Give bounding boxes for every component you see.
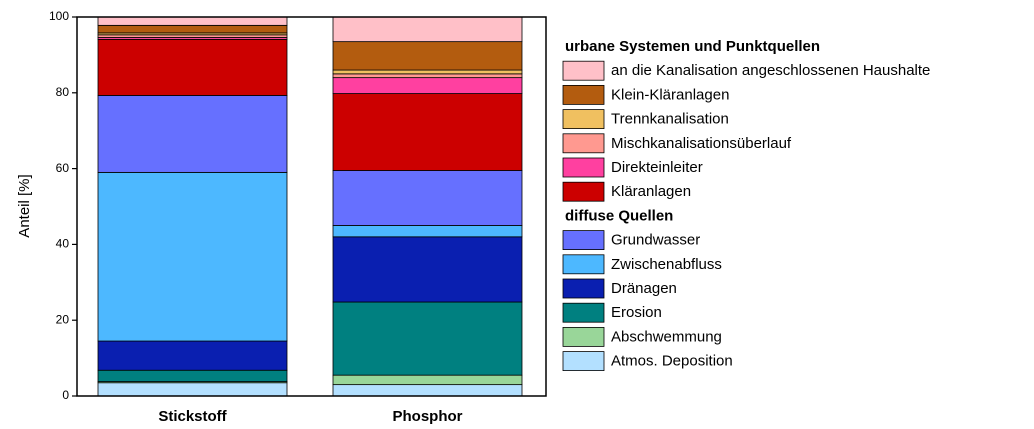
legend-swatch bbox=[562, 326, 605, 347]
y-tick-label: 40 bbox=[56, 237, 70, 251]
bar-segment bbox=[97, 340, 288, 371]
bar-segment bbox=[97, 369, 288, 382]
legend-group-title: diffuse Quellen bbox=[565, 207, 673, 224]
legend-label: Klein-Kläranlagen bbox=[611, 86, 729, 103]
legend-swatch bbox=[562, 254, 605, 275]
legend-swatch bbox=[562, 278, 605, 299]
legend-swatch bbox=[562, 302, 605, 323]
legend-label: Zwischenabfluss bbox=[611, 256, 722, 273]
plot-frame bbox=[76, 16, 547, 397]
legend-swatch bbox=[562, 181, 605, 202]
bar-segment bbox=[97, 38, 288, 96]
legend-swatch bbox=[562, 109, 605, 129]
bar-segment bbox=[332, 73, 523, 79]
legend-label: Dränagen bbox=[611, 280, 677, 297]
y-tick-label: 20 bbox=[56, 312, 70, 326]
legend-label: Kläranlagen bbox=[611, 183, 691, 200]
bar-segment bbox=[332, 77, 523, 94]
y-axis-label: Anteil [%] bbox=[16, 174, 33, 237]
legend-group-title: urbane Systemen und Punktquellen bbox=[565, 38, 820, 55]
legend-label: Trennkanalisation bbox=[611, 111, 729, 128]
legend-label: Grundwasser bbox=[611, 232, 700, 249]
legend-label: Mischkanalisationsüberlauf bbox=[611, 135, 792, 152]
bar-segment bbox=[97, 171, 288, 342]
x-tick-label: Phosphor bbox=[393, 408, 463, 425]
legend-label: an die Kanalisation angeschlossenen Haus… bbox=[611, 62, 930, 79]
bar-segment bbox=[97, 16, 288, 26]
legend-swatch bbox=[562, 85, 605, 105]
legend-swatch bbox=[562, 60, 605, 81]
legend-swatch bbox=[562, 133, 605, 154]
bar-segment bbox=[97, 382, 288, 397]
y-tick-label: 0 bbox=[62, 388, 69, 402]
bar-segment bbox=[332, 93, 523, 171]
y-tick-label: 100 bbox=[49, 9, 69, 23]
legend-swatch bbox=[562, 157, 605, 178]
legend-label: Direkteinleiter bbox=[611, 159, 703, 176]
bar-segment bbox=[332, 236, 523, 303]
bar-segment bbox=[332, 301, 523, 376]
bar-segment bbox=[332, 374, 523, 386]
x-tick-label: Stickstoff bbox=[158, 408, 227, 425]
bar-segment bbox=[97, 24, 288, 34]
bar-segment bbox=[332, 16, 523, 43]
legend-label: Erosion bbox=[611, 304, 662, 321]
bar-segment bbox=[332, 384, 523, 397]
bar-segment bbox=[332, 69, 523, 75]
bar-segment bbox=[332, 41, 523, 71]
legend-label: Atmos. Deposition bbox=[611, 353, 733, 370]
legend-swatch bbox=[562, 230, 605, 251]
bar-segment bbox=[332, 170, 523, 226]
y-tick-label: 60 bbox=[56, 161, 70, 175]
legend-swatch bbox=[562, 351, 605, 372]
y-tick-label: 80 bbox=[56, 85, 70, 99]
bar-segment bbox=[97, 95, 288, 173]
legend-label: Abschwemmung bbox=[611, 328, 722, 345]
bar-segment bbox=[332, 225, 523, 238]
